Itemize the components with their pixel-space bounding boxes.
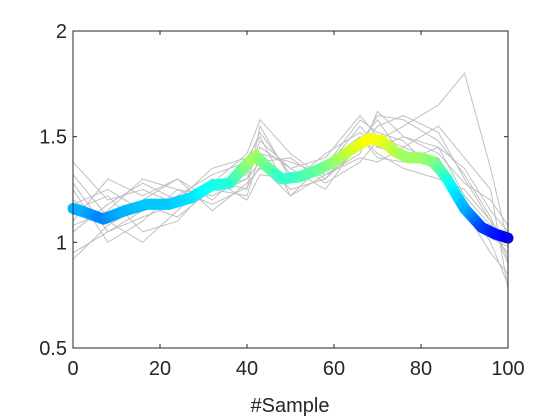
x-tick-label: 100: [491, 358, 524, 380]
x-tick-label: 60: [323, 358, 345, 380]
x-tick-label: 20: [149, 358, 171, 380]
x-tick-label: 80: [410, 358, 432, 380]
axes-box: [72, 30, 509, 349]
x-axis: 0 20 40 60 80 100: [67, 31, 525, 380]
background-series-line: [72, 118, 509, 239]
y-tick-label: 1.5: [39, 127, 67, 149]
x-tick-label: 40: [236, 358, 258, 380]
highlight-series-group: [67, 133, 514, 244]
y-axis: 0.5 1 1.5 2: [39, 21, 508, 360]
y-tick-label: 2: [56, 21, 67, 43]
x-axis-title: #Sample: [251, 395, 330, 417]
background-series-line: [72, 114, 509, 243]
x-tick-label: 0: [67, 358, 78, 380]
y-tick-label: 1: [56, 232, 67, 254]
y-tick-label: 0.5: [39, 338, 67, 360]
